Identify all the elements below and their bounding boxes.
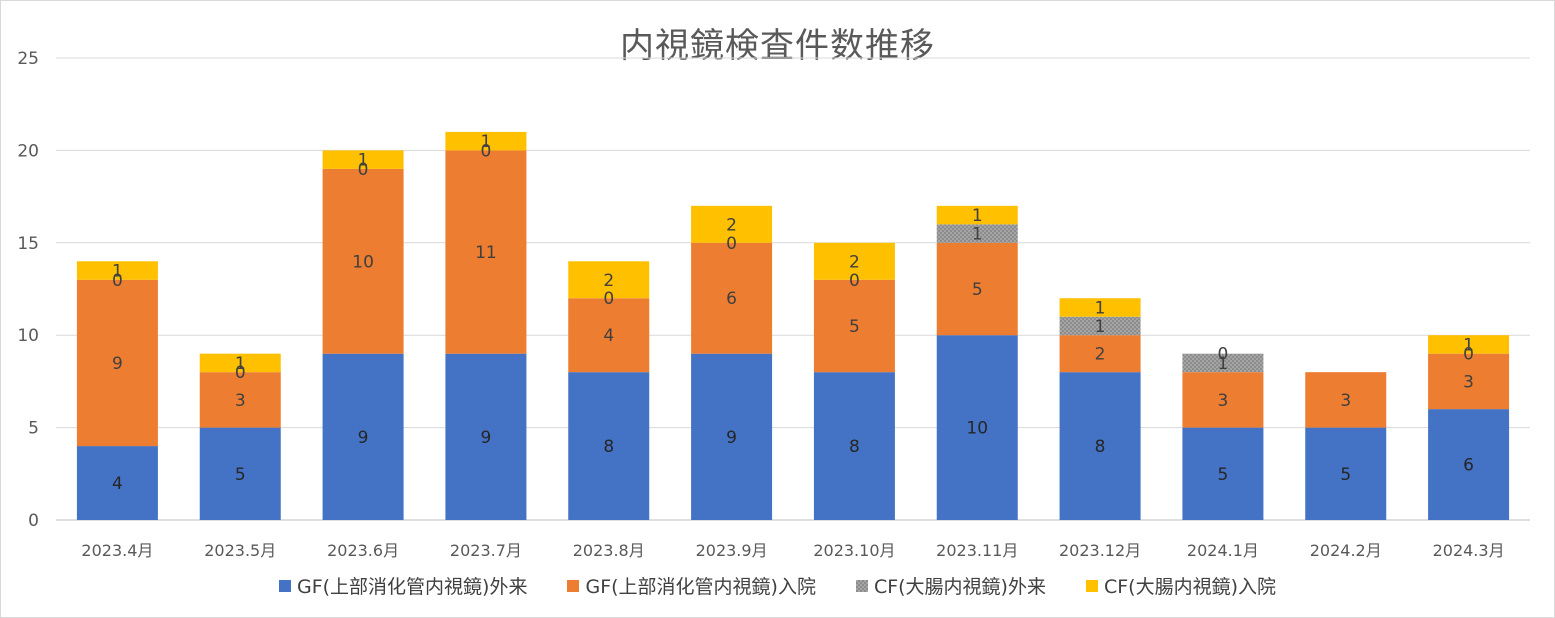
data-label: 5 <box>849 317 860 337</box>
x-tick-label: 2023.8月 <box>573 541 645 560</box>
bars <box>77 132 1509 520</box>
x-tick-label: 2023.5月 <box>204 541 276 560</box>
legend-item: GF(上部消化管内視鏡)外来 <box>279 572 527 599</box>
data-label: 9 <box>358 428 369 448</box>
y-tick-label: 25 <box>17 49 39 69</box>
x-tick-label: 2023.10月 <box>813 541 895 560</box>
y-tick-label: 20 <box>17 141 39 161</box>
data-label: 5 <box>1340 465 1351 485</box>
legend-item: CF(大腸内視鏡)外来 <box>856 572 1046 599</box>
data-label: 0 <box>726 234 737 254</box>
x-tick-label: 2024.3月 <box>1433 541 1505 560</box>
y-tick-label: 10 <box>17 326 39 346</box>
data-label: 2 <box>726 215 737 235</box>
data-label: 9 <box>112 354 123 374</box>
data-label: 10 <box>966 419 988 439</box>
data-label: 1 <box>972 225 983 245</box>
x-tick-label: 2023.9月 <box>696 541 768 560</box>
legend-item: GF(上部消化管内視鏡)入院 <box>567 572 815 599</box>
data-label: 10 <box>352 252 374 272</box>
plot-area: 0510152025 49015301910019110184029602850… <box>0 0 1555 618</box>
data-label: 3 <box>1218 391 1229 411</box>
data-label: 5 <box>1218 465 1229 485</box>
legend-swatch <box>567 580 579 592</box>
data-label: 1 <box>972 206 983 226</box>
data-label: 9 <box>481 428 492 448</box>
data-label: 6 <box>726 289 737 309</box>
x-axis-tick-labels: 2023.4月 2023.5月 2023.6月 2023.7月 2023.8月 2023.… <box>81 541 1504 560</box>
data-label: 5 <box>235 465 246 485</box>
data-label: 11 <box>475 243 497 263</box>
data-label: 1 <box>1095 298 1106 318</box>
legend-label: GF(上部消化管内視鏡)外来 <box>297 572 527 599</box>
legend-swatch <box>1086 580 1098 592</box>
data-label: 3 <box>1340 391 1351 411</box>
data-label: 1 <box>481 132 492 152</box>
legend: GF(上部消化管内視鏡)外来 GF(上部消化管内視鏡)入院 CF(大腸内視鏡)外来 C… <box>0 572 1555 599</box>
legend-label: GF(上部消化管内視鏡)入院 <box>585 572 815 599</box>
data-label: 2 <box>1095 345 1106 365</box>
data-label: 1 <box>358 151 369 171</box>
data-label: 2 <box>603 271 614 291</box>
x-tick-label: 2024.1月 <box>1187 541 1259 560</box>
y-tick-label: 5 <box>28 419 39 439</box>
data-label: 3 <box>235 391 246 411</box>
data-label: 0 <box>849 271 860 291</box>
data-label: 9 <box>726 428 737 448</box>
data-label: 2 <box>849 252 860 272</box>
legend-item: CF(大腸内視鏡)入院 <box>1086 572 1276 599</box>
legend-label: CF(大腸内視鏡)外来 <box>874 572 1046 599</box>
legend-swatch <box>279 580 291 592</box>
y-tick-label: 15 <box>17 234 39 254</box>
x-tick-label: 2023.7月 <box>450 541 522 560</box>
data-label: 4 <box>603 326 614 346</box>
data-label: 1 <box>1463 335 1474 355</box>
legend-label: CF(大腸内視鏡)入院 <box>1104 572 1276 599</box>
data-label: 6 <box>1463 456 1474 476</box>
data-label: 4 <box>112 474 123 494</box>
data-label: 1 <box>1095 317 1106 337</box>
x-tick-label: 2023.4月 <box>81 541 153 560</box>
y-axis-tick-labels: 0 5 10 15 20 25 <box>17 49 39 531</box>
legend-swatch <box>856 580 868 592</box>
data-label: 5 <box>972 280 983 300</box>
data-label: 8 <box>1095 437 1106 457</box>
x-tick-label: 2023.6月 <box>327 541 399 560</box>
data-label: 1 <box>235 354 246 374</box>
data-label: 0 <box>603 289 614 309</box>
data-labels: 4901530191001911018402960285021051182115… <box>112 132 1474 494</box>
data-label: 8 <box>603 437 614 457</box>
data-label: 0 <box>1218 345 1229 365</box>
data-label: 1 <box>112 262 123 282</box>
x-tick-label: 2023.12月 <box>1059 541 1141 560</box>
x-tick-label: 2024.2月 <box>1310 541 1382 560</box>
data-label: 3 <box>1463 372 1474 392</box>
y-tick-label: 0 <box>28 511 39 531</box>
x-tick-label: 2023.11月 <box>936 541 1018 560</box>
data-label: 8 <box>849 437 860 457</box>
